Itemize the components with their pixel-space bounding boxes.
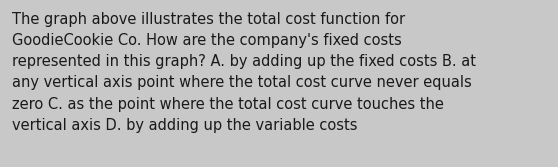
Text: The graph above illustrates the total cost function for
GoodieCookie Co. How are: The graph above illustrates the total co… <box>12 12 477 133</box>
